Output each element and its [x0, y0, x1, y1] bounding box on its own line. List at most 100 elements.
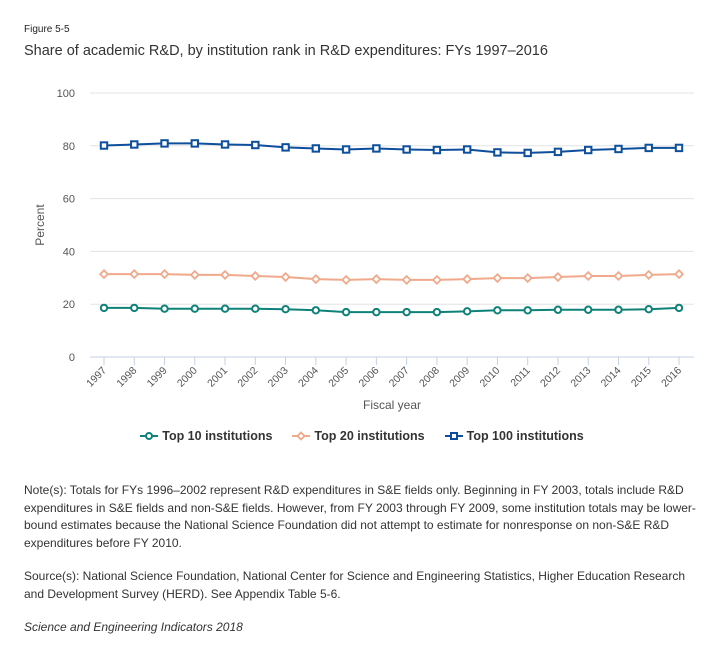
data-point	[523, 306, 532, 315]
data-point	[250, 270, 261, 282]
y-tick-label: 100	[57, 88, 75, 100]
data-point	[583, 270, 594, 282]
data-point	[190, 139, 199, 148]
legend-marker-circle-icon	[140, 432, 159, 440]
x-tick-label: 2002	[235, 365, 260, 390]
chart-title: Share of academic R&D, by institution ra…	[24, 43, 548, 59]
data-point	[160, 304, 169, 313]
y-axis-title: Percent	[33, 204, 47, 246]
data-point	[643, 269, 654, 280]
data-point	[673, 269, 685, 280]
data-point	[372, 307, 381, 317]
data-point	[644, 143, 653, 153]
x-tick-label: 2000	[175, 365, 200, 390]
y-tick-label: 20	[63, 299, 75, 311]
data-point	[644, 305, 653, 314]
legend-item-top10[interactable]: Top 10 institutions	[140, 429, 272, 443]
data-point	[281, 305, 290, 314]
data-point	[553, 147, 563, 157]
data-point	[493, 148, 502, 157]
data-point	[584, 305, 593, 314]
data-point	[552, 271, 564, 283]
x-axis-title: Fiscal year	[363, 398, 421, 412]
legend-label: Top 10 institutions	[162, 429, 273, 443]
x-tick-label: 2010	[478, 365, 503, 390]
data-point	[251, 304, 260, 313]
data-point	[613, 270, 624, 282]
legend-item-top20[interactable]: Top 20 institutions	[292, 429, 425, 443]
legend-item-top100[interactable]: Top 100 institutions	[444, 429, 584, 443]
data-point	[674, 143, 684, 153]
data-point	[614, 144, 623, 154]
x-tick-label: 2015	[629, 365, 654, 390]
source-text: Source(s): National Science Foundation, …	[24, 569, 686, 601]
data-point	[219, 269, 231, 280]
data-point	[371, 274, 382, 285]
data-point	[522, 272, 533, 284]
x-tick-label: 2004	[296, 365, 321, 390]
data-point	[99, 141, 109, 150]
data-point	[129, 269, 140, 280]
y-tick-label: 80	[63, 141, 75, 153]
data-point	[281, 143, 290, 152]
data-point	[492, 272, 503, 284]
x-tick-label: 2009	[447, 365, 472, 390]
x-tick-label: 2011	[508, 365, 533, 390]
data-point	[310, 274, 321, 285]
x-tick-label: 2006	[356, 365, 381, 390]
data-point	[584, 145, 593, 155]
x-tick-label: 2003	[266, 365, 291, 390]
x-tick-label: 1997	[84, 365, 109, 390]
x-tick-label: 2013	[568, 365, 593, 390]
data-point	[401, 274, 412, 285]
x-tick-label: 2005	[326, 365, 351, 390]
data-point	[311, 144, 321, 153]
legend-marker-diamond-icon	[292, 431, 311, 441]
y-tick-label: 60	[63, 194, 75, 206]
publication-text: Science and Engineering Indicators 2018	[24, 620, 243, 634]
legend: Top 10 institutions Top 20 institutions …	[0, 429, 724, 443]
data-point	[189, 269, 200, 280]
series-line-2	[103, 142, 679, 154]
x-tick-label: 2001	[205, 365, 230, 390]
notes-text: Note(s): Totals for FYs 1996–2002 repres…	[24, 483, 696, 550]
data-point	[462, 145, 472, 154]
legend-label: Top 20 institutions	[314, 429, 425, 443]
x-tick-label: 2007	[387, 365, 412, 390]
legend-marker-square-icon	[444, 432, 463, 440]
data-point	[160, 139, 169, 148]
data-point	[341, 274, 352, 285]
data-point	[280, 271, 291, 283]
data-point	[432, 145, 442, 155]
data-point	[432, 307, 442, 317]
x-tick-label: 2014	[599, 365, 624, 390]
data-point	[462, 307, 472, 316]
data-point	[341, 145, 351, 154]
x-tick-label: 2012	[538, 365, 563, 390]
y-tick-label: 40	[63, 246, 75, 258]
data-point	[130, 140, 139, 149]
data-point	[462, 274, 473, 285]
data-point	[190, 304, 199, 313]
data-point	[402, 307, 411, 317]
series-line-0	[104, 306, 680, 314]
data-point	[493, 306, 502, 315]
line-chart: 0 20 40 60 80 100 1997 1998 1999 2000 2001 2002 2003…	[33, 88, 694, 412]
data-point	[614, 305, 623, 314]
data-point	[523, 148, 532, 158]
data-point	[220, 304, 230, 313]
data-point	[220, 140, 230, 149]
data-point	[402, 145, 411, 154]
data-point	[98, 269, 110, 280]
data-point	[99, 303, 109, 313]
x-tick-label: 2016	[659, 365, 684, 390]
data-point	[341, 307, 351, 317]
data-point	[251, 140, 260, 150]
notes-section: Note(s): Totals for FYs 1996–2002 repres…	[24, 482, 704, 653]
data-point	[311, 306, 321, 315]
data-point	[553, 305, 563, 314]
x-tick-label: 1999	[145, 365, 170, 390]
data-point	[372, 144, 381, 153]
data-point	[130, 303, 139, 313]
figure-label: Figure 5-5	[24, 24, 70, 35]
